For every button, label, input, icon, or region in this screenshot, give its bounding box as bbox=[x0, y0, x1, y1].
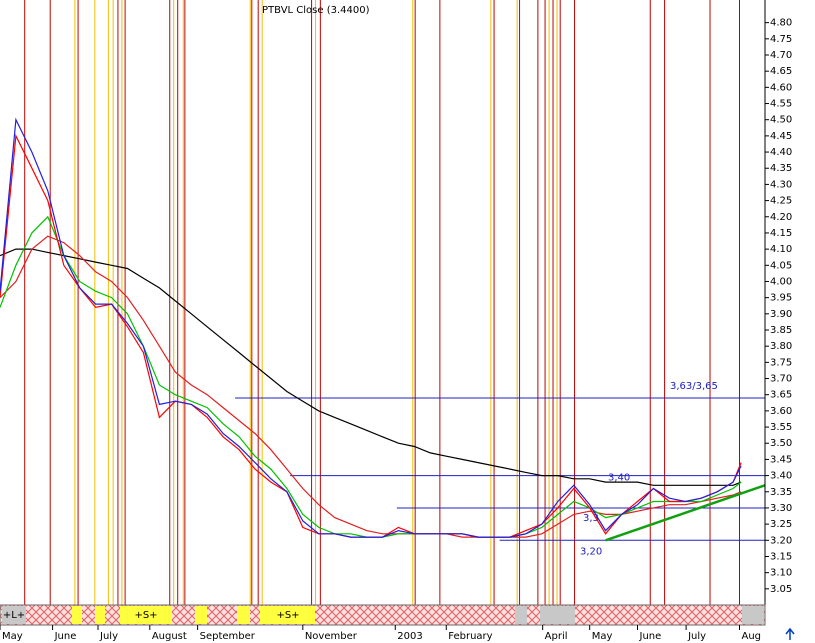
y-tick-label: 4.50 bbox=[770, 115, 792, 126]
y-tick-label: 3.60 bbox=[770, 406, 792, 417]
series-line bbox=[0, 117, 742, 538]
x-tick-label: May bbox=[2, 631, 23, 642]
y-tick-label: 3.50 bbox=[770, 438, 792, 449]
y-tick-label: 3.45 bbox=[770, 454, 792, 465]
y-tick-label: 4.20 bbox=[770, 212, 792, 223]
x-tick-label: August bbox=[152, 631, 187, 642]
y-tick-label: 4.70 bbox=[770, 50, 792, 61]
chart-title: PTBVL Close (3.4400) bbox=[262, 5, 370, 16]
y-tick-label: 3.85 bbox=[770, 325, 792, 336]
level-label: 3,20 bbox=[580, 546, 602, 557]
x-tick-label: June bbox=[54, 631, 77, 642]
level-label: 3,63/3,65 bbox=[670, 381, 718, 392]
x-tick-label: November bbox=[305, 631, 358, 642]
trend-line bbox=[605, 484, 766, 542]
y-tick-label: 4.10 bbox=[770, 244, 792, 255]
y-tick-label: 4.75 bbox=[770, 34, 792, 45]
y-tick-label: 3.70 bbox=[770, 374, 792, 385]
y-tick-label: 3.05 bbox=[770, 584, 792, 595]
y-tick-label: 4.15 bbox=[770, 228, 792, 239]
y-tick-label: 4.35 bbox=[770, 163, 792, 174]
y-tick-label: 3.55 bbox=[770, 422, 792, 433]
y-tick-label: 3.10 bbox=[770, 568, 792, 579]
x-tick-label: May bbox=[592, 631, 613, 642]
y-tick-label: 3.30 bbox=[770, 503, 792, 514]
y-tick-label: 3.75 bbox=[770, 357, 792, 368]
y-tick-label: 3.80 bbox=[770, 341, 792, 352]
y-tick-label: 4.60 bbox=[770, 82, 792, 93]
x-tick-label: September bbox=[200, 631, 256, 642]
strip-label: +S+ bbox=[276, 610, 299, 621]
y-tick-label: 3.40 bbox=[770, 471, 792, 482]
y-tick-label: 4.40 bbox=[770, 147, 792, 158]
x-tick-label: April bbox=[545, 631, 568, 642]
y-tick-label: 4.45 bbox=[770, 131, 792, 142]
series-line bbox=[0, 248, 742, 486]
strip-label: +S+ bbox=[134, 610, 157, 621]
x-tick-label: February bbox=[448, 631, 492, 642]
level-label: 3,40 bbox=[608, 473, 630, 484]
y-tick-label: 3.95 bbox=[770, 293, 792, 304]
y-tick-label: 4.00 bbox=[770, 276, 792, 287]
x-tick-label: June bbox=[639, 631, 662, 642]
x-tick-label: Aug bbox=[742, 631, 762, 642]
x-tick-label: 2003 bbox=[397, 631, 422, 642]
y-tick-label: 3.35 bbox=[770, 487, 792, 498]
y-tick-label: 4.65 bbox=[770, 66, 792, 77]
strip-label: +L+ bbox=[3, 610, 25, 621]
scroll-arrow[interactable] bbox=[785, 627, 795, 640]
y-tick-label: 3.20 bbox=[770, 535, 792, 546]
x-tick-label: July bbox=[687, 631, 706, 642]
y-tick-label: 4.55 bbox=[770, 99, 792, 110]
y-tick-label: 3.65 bbox=[770, 390, 792, 401]
y-tick-label: 4.30 bbox=[770, 179, 792, 190]
y-tick-label: 3.15 bbox=[770, 551, 792, 562]
event-strip: +L+ +S+ +S+ bbox=[0, 604, 766, 626]
y-tick-label: 4.05 bbox=[770, 260, 792, 271]
y-tick-label: 3.90 bbox=[770, 309, 792, 320]
level-label: 3,3 bbox=[583, 513, 599, 524]
x-tick-label: July bbox=[99, 631, 118, 642]
y-tick-label: 4.80 bbox=[770, 18, 792, 29]
y-tick-label: 4.25 bbox=[770, 196, 792, 207]
y-tick-label: 3.25 bbox=[770, 519, 792, 530]
